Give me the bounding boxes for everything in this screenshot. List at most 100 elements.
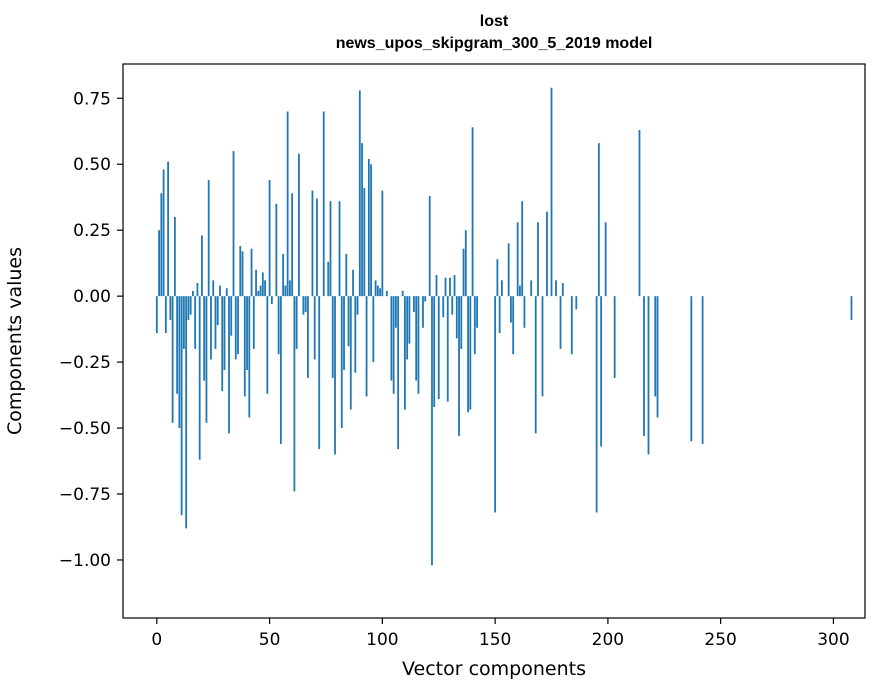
bar-26 [214,296,217,349]
chart-title-line-1: lost [479,13,509,30]
bar-41 [248,296,251,418]
bar-169 [537,222,539,297]
bar-97 [374,280,377,297]
bar-156 [507,243,510,297]
bar-150 [494,296,497,513]
bar-203 [613,296,616,378]
x-axis-label: Vector components [402,658,586,680]
bar-157 [510,296,512,323]
bar-105 [392,296,395,394]
bar-161 [519,285,521,297]
bar-30 [223,296,226,371]
bar-43 [252,296,255,349]
bar-29 [221,296,224,392]
bar-160 [516,222,519,297]
bar-5 [167,161,169,297]
bar-48 [264,280,266,297]
bar-13 [185,296,188,529]
bar-179 [559,296,562,349]
bar-216 [643,296,645,436]
bar-175 [550,87,553,297]
bar-214 [638,129,641,297]
bar-95 [370,164,372,297]
bar-163 [523,296,526,328]
bar-129 [446,296,449,402]
bar-99 [379,288,381,297]
bar-88 [354,296,357,373]
bar-83 [343,296,345,371]
bar-162 [521,201,524,297]
y-tick-label-5: 0.25 [73,221,111,241]
bar-180 [561,282,564,297]
y-tick-label-7: 0.75 [73,89,111,109]
bar-31 [225,288,228,297]
bar-124 [435,275,438,297]
bar-90 [358,90,361,297]
bar-139 [469,296,472,410]
chart-title-line-2: news_upos_skipgram_300_5_2019 model [335,35,653,52]
bar-127 [442,296,445,318]
bar-171 [541,296,544,397]
bar-12 [182,296,185,349]
bar-242 [701,296,704,444]
bar-28 [219,285,221,297]
bar-142 [476,296,478,328]
bar-54 [277,296,280,355]
bar-110 [404,296,406,410]
y-tick-label-0: −1.00 [59,551,111,571]
bar-70 [313,296,316,360]
bar-14 [187,296,190,320]
bar-23 [207,180,210,297]
bar-173 [546,211,548,297]
bar-71 [316,198,318,297]
bar-66 [304,296,307,312]
bar-34 [232,151,235,297]
bar-96 [372,296,375,363]
bar-37 [239,246,242,297]
bar-27 [216,296,219,326]
bar-74 [322,111,325,297]
bar-72 [318,296,321,450]
bar-50 [268,180,271,297]
bar-94 [367,158,370,297]
x-tick-label-150: 150 [479,630,511,650]
bar-40 [246,296,248,371]
bar-196 [597,143,600,297]
bar-102 [385,290,388,297]
bar-151 [496,259,499,297]
bar-199 [604,222,607,297]
bar-15 [189,296,192,315]
bar-125 [437,296,440,400]
bar-91 [361,143,363,297]
bar-166 [530,280,533,297]
bar-93 [365,296,368,397]
bar-58 [286,111,289,297]
bar-89 [356,296,359,315]
bar-6 [169,296,172,320]
bar-138 [467,296,469,413]
bar-21 [203,296,206,381]
bar-47 [261,272,264,297]
bar-100 [381,190,384,297]
bar-49 [266,296,269,394]
bar-186 [575,296,578,310]
bar-87 [352,269,354,297]
bar-24 [210,296,212,360]
bar-32 [228,296,230,434]
bar-109 [401,290,404,297]
bar-153 [500,280,503,297]
bar-11 [180,296,183,516]
bar-55 [279,296,282,444]
bar-84 [345,253,348,297]
axes-frame [122,63,866,619]
bar-33 [230,296,233,336]
bar-221 [654,296,657,397]
bar-115 [415,296,418,381]
bar-92 [363,187,366,297]
bar-56 [282,253,285,297]
bar-8 [173,217,176,297]
bar-59 [288,280,291,297]
bar-119 [424,296,427,302]
